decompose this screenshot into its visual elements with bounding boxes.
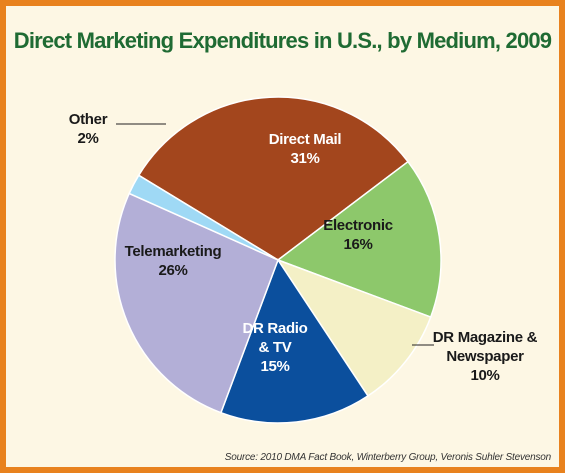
category-label: Telemarketing	[124, 243, 222, 260]
pie-slice	[137, 96, 410, 261]
category-label: Electronic	[323, 217, 393, 234]
category-label: DR Magazine & Newspaper	[432, 329, 538, 365]
value-label: 10%	[470, 367, 500, 384]
value-label: 2%	[77, 130, 99, 147]
value-label: 31%	[290, 150, 320, 167]
source-note: Source: 2010 DMA Fact Book, Winterberry …	[224, 452, 551, 463]
slice-label: Electronic 16%	[313, 216, 403, 254]
pie-slice	[276, 160, 442, 319]
value-label: 26%	[158, 262, 188, 279]
category-label: Other	[68, 111, 108, 128]
category-label: DR Radio & TV	[242, 320, 308, 356]
category-label: Direct Mail	[268, 131, 342, 148]
pie-slice	[128, 174, 279, 261]
pie-slice	[276, 258, 432, 397]
chart-title: Direct Marketing Expenditures in U.S., b…	[13, 28, 552, 53]
slice-label: Direct Mail 31%	[250, 130, 360, 168]
slice-label: DR Radio & TV 15%	[236, 319, 314, 376]
pie-slice	[219, 258, 370, 424]
slice-label: Other 2%	[58, 110, 118, 148]
slice-label: Telemarketing 26%	[118, 242, 228, 280]
pie-slice	[114, 192, 279, 414]
value-label: 16%	[343, 236, 373, 253]
slice-label: DR Magazine & Newspaper 10%	[420, 328, 550, 385]
chart	[114, 96, 442, 424]
value-label: 15%	[260, 358, 290, 375]
